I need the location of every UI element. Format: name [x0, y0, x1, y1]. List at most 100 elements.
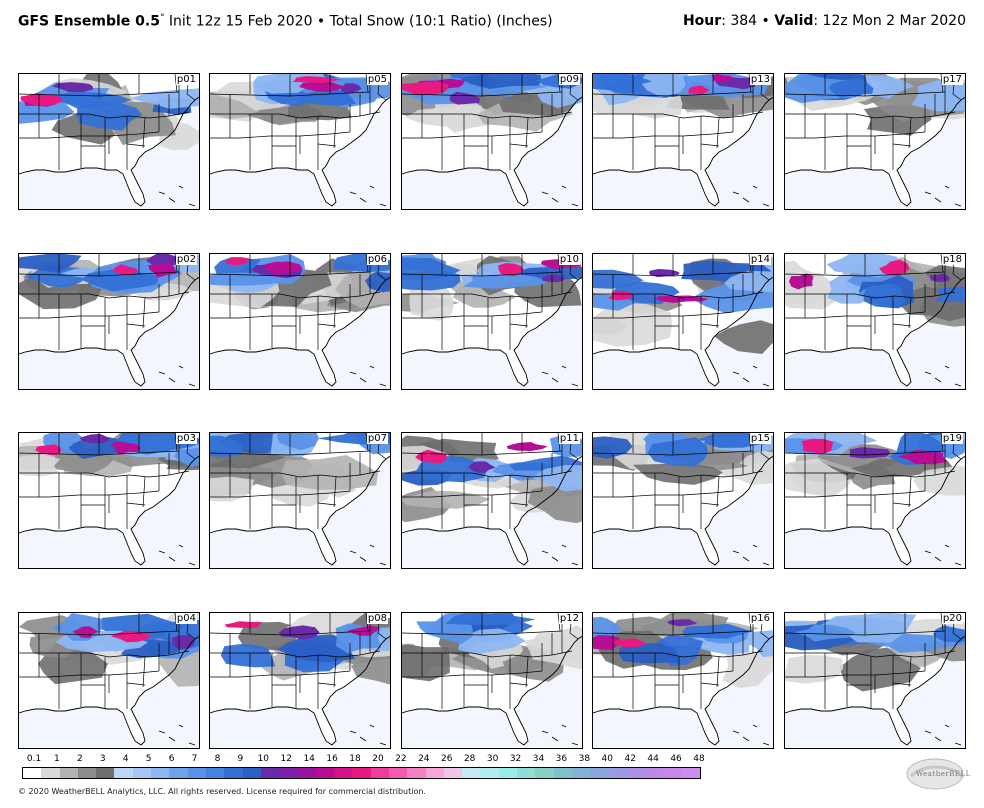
colorbar-tick-label: 20 — [372, 754, 384, 764]
snow-contour-light — [785, 655, 844, 684]
coastline — [402, 96, 582, 207]
island-outline — [954, 562, 962, 566]
panel-label: p07 — [366, 433, 388, 444]
snow-contour-heavy — [110, 441, 141, 455]
snow-contour-heavy — [688, 85, 710, 95]
snow-map-panel-p13: p13 — [592, 73, 774, 210]
panel-label: p17 — [941, 74, 963, 85]
island-outline — [561, 365, 567, 369]
colorbar-swatch — [41, 768, 60, 778]
state-boundary — [785, 271, 946, 277]
snow-map-p03 — [19, 433, 199, 566]
snow-contour-heavy — [264, 261, 303, 275]
colorbar-swatch — [388, 768, 408, 778]
valid-time: Hour: 384 • Valid: 12z Mon 2 Mar 2020 — [683, 13, 966, 29]
state-boundary — [402, 650, 573, 658]
colorbar-tick-label: 36 — [555, 754, 568, 764]
snow-map-p10 — [402, 254, 582, 387]
snow-contour-blue — [462, 274, 547, 289]
island-outline — [369, 365, 375, 369]
island-outline — [188, 383, 196, 387]
snow-map-p17 — [785, 74, 965, 207]
state-boundary — [716, 297, 720, 329]
colorbar-swatch — [498, 768, 518, 778]
snow-map-panel-p20: p20 — [784, 612, 966, 749]
model-name: GFS Ensemble 0.5 — [18, 13, 160, 30]
colorbar-tick-label: 26 — [441, 754, 453, 764]
snow-contour-heavy — [278, 625, 320, 640]
coastline — [785, 455, 965, 566]
colorbar-swatch — [480, 768, 499, 778]
state-boundary — [593, 450, 754, 456]
state-boundary — [509, 323, 529, 327]
state-boundary — [593, 111, 764, 119]
island-outline — [571, 742, 579, 746]
snow-contour-light — [281, 455, 379, 490]
state-boundary — [892, 502, 912, 506]
island-outline — [349, 550, 357, 554]
colorbar-swatch — [132, 768, 152, 778]
state-boundary — [333, 297, 337, 329]
colorbar-swatch — [517, 768, 536, 778]
colorbar-swatch — [663, 768, 682, 778]
snow-map-panel-p19: p19 — [784, 432, 966, 569]
state-boundary — [210, 271, 371, 277]
state-boundary — [142, 656, 146, 688]
snow-contour-blue — [793, 624, 856, 642]
colorbar-tick-label: 12 — [280, 754, 292, 764]
colorbar-tick-label: 38 — [578, 754, 591, 764]
state-boundary — [716, 117, 720, 149]
colorbar-tick-label: 42 — [624, 754, 636, 764]
snow-contour-blue — [19, 254, 82, 273]
colorbar-swatch — [462, 768, 481, 778]
state-boundary — [908, 297, 912, 329]
colorbar-swatch — [407, 768, 426, 778]
panel-label: p03 — [175, 433, 197, 444]
colorbar-swatch — [205, 768, 225, 778]
state-boundary — [593, 291, 764, 299]
state-boundary — [210, 470, 381, 478]
colorbar-tick-label: 32 — [509, 754, 522, 764]
snow-contour-heavy — [112, 264, 139, 276]
panel-label: p18 — [941, 254, 963, 265]
snow-contour-light — [632, 463, 723, 485]
snow-map-panel-p07: p07 — [209, 432, 391, 569]
island-outline — [561, 544, 567, 548]
snow-contour-heavy — [79, 433, 111, 444]
snow-contour-light — [452, 282, 516, 308]
state-boundary — [525, 656, 529, 688]
snow-map-panel-p12: p12 — [401, 612, 583, 749]
state-boundary — [593, 650, 764, 658]
island-outline — [359, 197, 367, 203]
state-boundary — [210, 91, 371, 97]
snow-map-p07 — [210, 433, 390, 566]
island-outline — [732, 550, 740, 554]
island-outline — [168, 736, 176, 742]
snow-contour-heavy — [224, 257, 250, 266]
snow-contour-light — [839, 647, 921, 692]
state-boundary — [402, 630, 563, 636]
state-boundary — [525, 117, 529, 149]
island-outline — [551, 736, 559, 742]
colorbar-tick-label: 2 — [76, 754, 83, 764]
snow-map-panel-p01: p01 — [18, 73, 200, 210]
coastline — [19, 96, 199, 207]
snow-contour-blue — [863, 283, 906, 309]
coastline — [593, 276, 773, 387]
snow-contour-blue — [76, 100, 143, 131]
island-outline — [541, 191, 549, 195]
island-outline — [954, 383, 962, 387]
island-outline — [359, 377, 367, 383]
state-boundary — [892, 143, 912, 147]
panel-label: p02 — [175, 254, 197, 265]
state-boundary — [785, 91, 946, 97]
product-name: Total Snow (10:1 Ratio) (Inches) — [329, 13, 553, 30]
snow-contour-light — [527, 485, 582, 524]
snow-contour-heavy — [613, 638, 645, 648]
island-outline — [188, 742, 196, 746]
snow-contour-heavy — [711, 74, 734, 82]
island-outline — [158, 550, 166, 554]
snow-contour-heavy — [347, 625, 380, 636]
snow-contour-blue — [276, 634, 356, 663]
island-outline — [541, 550, 549, 554]
